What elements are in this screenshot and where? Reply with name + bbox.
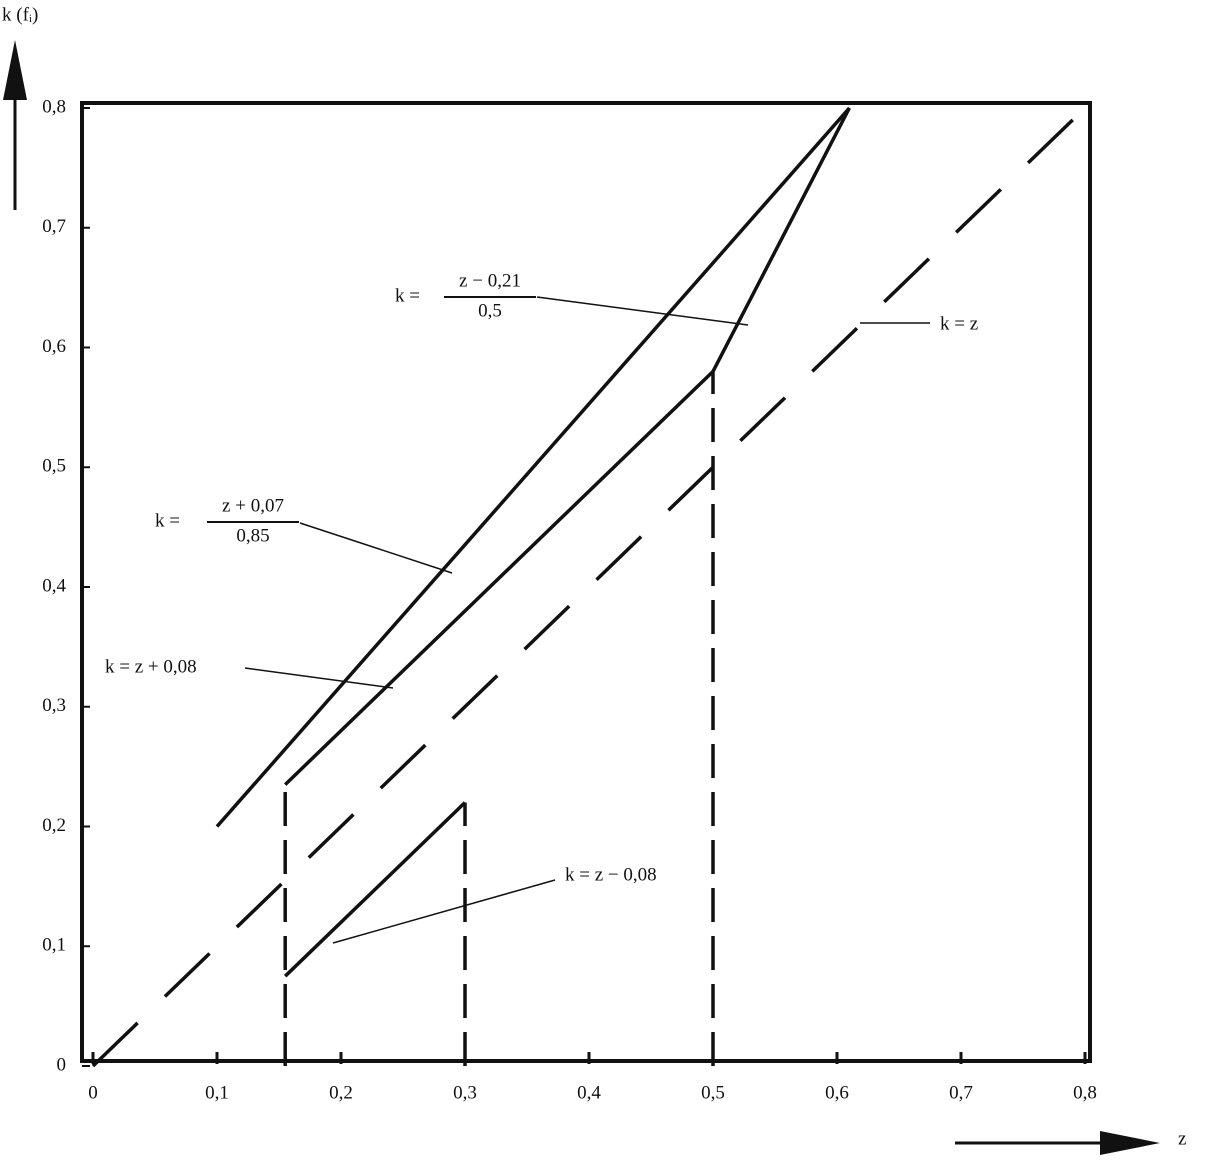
y-tick-label: 0,3	[42, 695, 66, 716]
y-arrow-head	[3, 40, 27, 100]
x-tick-label: 0,5	[701, 1082, 725, 1103]
series-line	[283, 801, 467, 978]
leader-line	[332, 879, 556, 944]
leader-line	[536, 296, 749, 326]
annotation-numerator: z − 0,21	[459, 270, 521, 291]
plot-frame	[80, 101, 1092, 1063]
x-axis-label: z	[1178, 1128, 1186, 1149]
annotation: k =	[155, 510, 180, 531]
series-line	[215, 106, 851, 828]
y-tick-label: 0,6	[42, 336, 66, 357]
x-tick-label: 0,4	[577, 1082, 601, 1103]
y-tick-label: 0,5	[42, 456, 66, 477]
series-line	[711, 107, 851, 373]
series-line	[91, 106, 1087, 1068]
y-axis-label: k (fᵢ)	[2, 4, 38, 25]
annotation: k = z	[940, 313, 978, 334]
x-arrow-head	[1100, 1131, 1160, 1155]
y-tick-label: 0	[57, 1054, 67, 1075]
x-tick-label: 0,1	[205, 1082, 229, 1103]
y-tick-label: 0,7	[42, 216, 66, 237]
annotation-denominator: 0,5	[478, 300, 502, 321]
x-tick-label: 0	[88, 1082, 98, 1103]
annotation-denominator: 0,85	[236, 525, 269, 546]
annotation: k =	[395, 285, 420, 306]
x-tick-label: 0,7	[949, 1082, 973, 1103]
x-tick-label: 0,6	[825, 1082, 849, 1103]
x-tick-label: 0,3	[453, 1082, 477, 1103]
annotation: k = z − 0,08	[565, 864, 657, 885]
leader-line	[244, 667, 394, 689]
y-tick-label: 0,4	[42, 575, 66, 596]
series-line	[283, 370, 715, 786]
leader-line	[299, 522, 453, 574]
annotation-numerator: z + 0,07	[222, 495, 284, 516]
y-tick-label: 0,8	[42, 96, 66, 117]
x-tick-label: 0,8	[1073, 1082, 1097, 1103]
x-tick-label: 0,2	[329, 1082, 353, 1103]
y-tick-label: 0,2	[42, 815, 66, 836]
y-tick-label: 0,1	[42, 935, 66, 956]
annotation: k = z + 0,08	[105, 656, 197, 677]
